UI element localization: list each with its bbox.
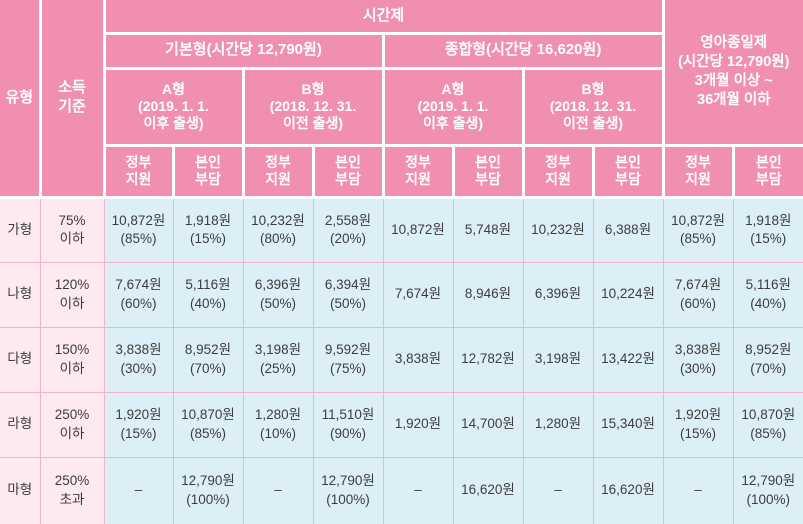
- value-cell: 8,946원: [452, 261, 524, 328]
- value-cell: 13,422원: [592, 326, 664, 393]
- value-cell: 2,558원 (20%): [312, 196, 384, 263]
- header-type-b-basic: B형 (2018. 12. 31. 이전 출생): [241, 66, 385, 147]
- header-gov-support: 정부 지원: [241, 143, 315, 199]
- value-cell: 7,674원 (60%): [103, 261, 174, 328]
- value-cell: 10,872원 (85%): [662, 196, 734, 263]
- value-cell: –: [662, 456, 734, 524]
- table-row-da: 다형 150% 이하 3,838원 (30%) 8,952원 (70%) 3,1…: [0, 326, 803, 393]
- value-cell: 14,700원: [452, 391, 524, 458]
- value-cell: 6,388원: [592, 196, 664, 263]
- value-cell: 5,748원: [452, 196, 524, 263]
- table-row-ga: 가형 75% 이하 10,872원 (85%) 1,918원 (15%) 10,…: [0, 196, 803, 263]
- row-type-label: 다형: [0, 326, 41, 393]
- value-cell: 10,870원 (85%): [172, 391, 244, 458]
- header-row-groups: 유형 소득 기준 시간제 영아종일제 (시간당 12,790원) 3개월 이상 …: [0, 0, 803, 199]
- header-type-a-basic: A형 (2019. 1. 1. 이후 출생): [104, 66, 245, 147]
- row-type-label: 나형: [0, 261, 41, 328]
- value-cell: 11,510원 (90%): [312, 391, 384, 458]
- value-cell: 5,116원 (40%): [732, 261, 803, 328]
- value-cell: 15,340원: [592, 391, 664, 458]
- value-cell: 3,838원 (30%): [662, 326, 734, 393]
- value-cell: 1,918원 (15%): [172, 196, 244, 263]
- row-income-label: 150% 이하: [39, 326, 105, 393]
- table-row-ma: 마형 250% 초과 – 12,790원 (100%) – 12,790원 (1…: [0, 456, 803, 524]
- value-cell: –: [103, 456, 174, 524]
- value-cell: 16,620원: [452, 456, 524, 524]
- value-cell: 9,592원 (75%): [312, 326, 384, 393]
- value-cell: 12,790원 (100%): [732, 456, 803, 524]
- row-income-label: 250% 이하: [39, 391, 105, 458]
- value-cell: 6,394원 (50%): [312, 261, 384, 328]
- header-row-plans: 기본형(시간당 12,790원) 종합형(시간당 16,620원): [0, 31, 803, 70]
- value-cell: 8,952원 (70%): [732, 326, 803, 393]
- header-infant-fullday: 영아종일제 (시간당 12,790원) 3개월 이상 ~ 36개월 이하: [661, 0, 803, 147]
- value-cell: 10,232원 (80%): [242, 196, 314, 263]
- header-hourly: 시간제: [102, 0, 665, 35]
- header-gov-support: 정부 지원: [521, 143, 595, 199]
- row-type-label: 가형: [0, 196, 41, 263]
- row-income-label: 120% 이하: [39, 261, 105, 328]
- value-cell: 1,920원 (15%): [103, 391, 174, 458]
- row-type-label: 라형: [0, 391, 41, 458]
- value-cell: 1,920원 (15%): [662, 391, 734, 458]
- value-cell: 12,790원 (100%): [312, 456, 384, 524]
- value-cell: 3,198원: [522, 326, 594, 393]
- value-cell: 12,782원: [452, 326, 524, 393]
- value-cell: –: [242, 456, 314, 524]
- header-type: 유형: [0, 0, 42, 199]
- value-cell: 10,872원: [382, 196, 454, 263]
- value-cell: 3,838원 (30%): [103, 326, 174, 393]
- header-gov-support: 정부 지원: [381, 143, 455, 199]
- value-cell: 5,116원 (40%): [172, 261, 244, 328]
- header-type-a-comprehensive: A형 (2019. 1. 1. 이후 출생): [381, 66, 525, 147]
- value-cell: 6,396원: [522, 261, 594, 328]
- header-income: 소득 기준: [38, 0, 106, 199]
- value-cell: 3,198원 (25%): [242, 326, 314, 393]
- value-cell: 8,952원 (70%): [172, 326, 244, 393]
- value-cell: 7,674원 (60%): [662, 261, 734, 328]
- row-type-label: 마형: [0, 456, 41, 524]
- table-row-na: 나형 120% 이하 7,674원 (60%) 5,116원 (40%) 6,3…: [0, 261, 803, 328]
- header-gov-support: 정부 지원: [661, 143, 735, 199]
- header-row-pay-split: 정부 지원 본인 부담 정부 지원 본인 부담 정부 지원 본인 부담 정부 지…: [0, 143, 803, 199]
- table-row-ra: 라형 250% 이하 1,920원 (15%) 10,870원 (85%) 1,…: [0, 391, 803, 458]
- value-cell: 3,838원: [382, 326, 454, 393]
- header-self-pay: 본인 부담: [171, 143, 245, 199]
- value-cell: 7,674원: [382, 261, 454, 328]
- value-cell: 10,224원: [592, 261, 664, 328]
- value-cell: 10,232원: [522, 196, 594, 263]
- header-type-b-comprehensive: B형 (2018. 12. 31. 이전 출생): [521, 66, 664, 147]
- header-row-child-types: A형 (2019. 1. 1. 이후 출생) B형 (2018. 12. 31.…: [0, 66, 803, 147]
- row-income-label: 250% 초과: [39, 456, 105, 524]
- value-cell: 6,396원 (50%): [242, 261, 314, 328]
- header-self-pay: 본인 부담: [731, 143, 803, 199]
- value-cell: 1,920원: [382, 391, 454, 458]
- row-income-label: 75% 이하: [39, 196, 105, 263]
- header-self-pay: 본인 부담: [451, 143, 525, 199]
- value-cell: 16,620원: [592, 456, 664, 524]
- header-self-pay: 본인 부담: [591, 143, 665, 199]
- value-cell: –: [522, 456, 594, 524]
- value-cell: 1,918원 (15%): [732, 196, 803, 263]
- value-cell: 12,790원 (100%): [172, 456, 244, 524]
- value-cell: 10,870원 (85%): [732, 391, 803, 458]
- value-cell: 10,872원 (85%): [103, 196, 174, 263]
- value-cell: 1,280원: [522, 391, 594, 458]
- header-self-pay: 본인 부담: [311, 143, 385, 199]
- header-basic-plan: 기본형(시간당 12,790원): [104, 31, 385, 70]
- value-cell: 1,280원 (10%): [242, 391, 314, 458]
- header-comprehensive-plan: 종합형(시간당 16,620원): [381, 31, 664, 70]
- header-gov-support: 정부 지원: [104, 143, 175, 199]
- value-cell: –: [382, 456, 454, 524]
